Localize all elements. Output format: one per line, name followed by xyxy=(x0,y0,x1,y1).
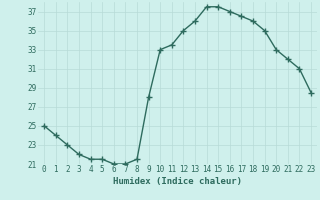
X-axis label: Humidex (Indice chaleur): Humidex (Indice chaleur) xyxy=(113,177,242,186)
